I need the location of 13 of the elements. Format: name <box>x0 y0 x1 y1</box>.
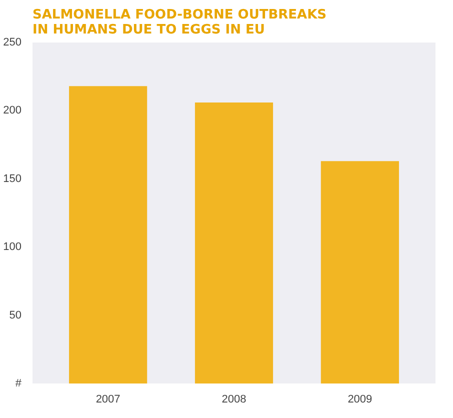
bar <box>69 86 148 384</box>
y-tick-label: 150 <box>3 172 22 185</box>
y-tick-label: 200 <box>3 104 22 117</box>
bar <box>320 161 399 384</box>
y-tick-label: 50 <box>9 309 22 322</box>
x-tick-label: 2008 <box>222 394 246 406</box>
y-tick-label: 250 <box>3 36 22 48</box>
y-tick-label: 100 <box>3 241 22 254</box>
chart-title: SALMONELLA FOOD-BORNE OUTBREAKS IN HUMANS DUE TO EGGS IN EU <box>32 8 327 38</box>
x-tick-label: 2007 <box>96 394 120 406</box>
y-tick-label: # <box>15 378 22 390</box>
x-tick-label: 2009 <box>348 394 372 406</box>
bar <box>194 102 274 384</box>
